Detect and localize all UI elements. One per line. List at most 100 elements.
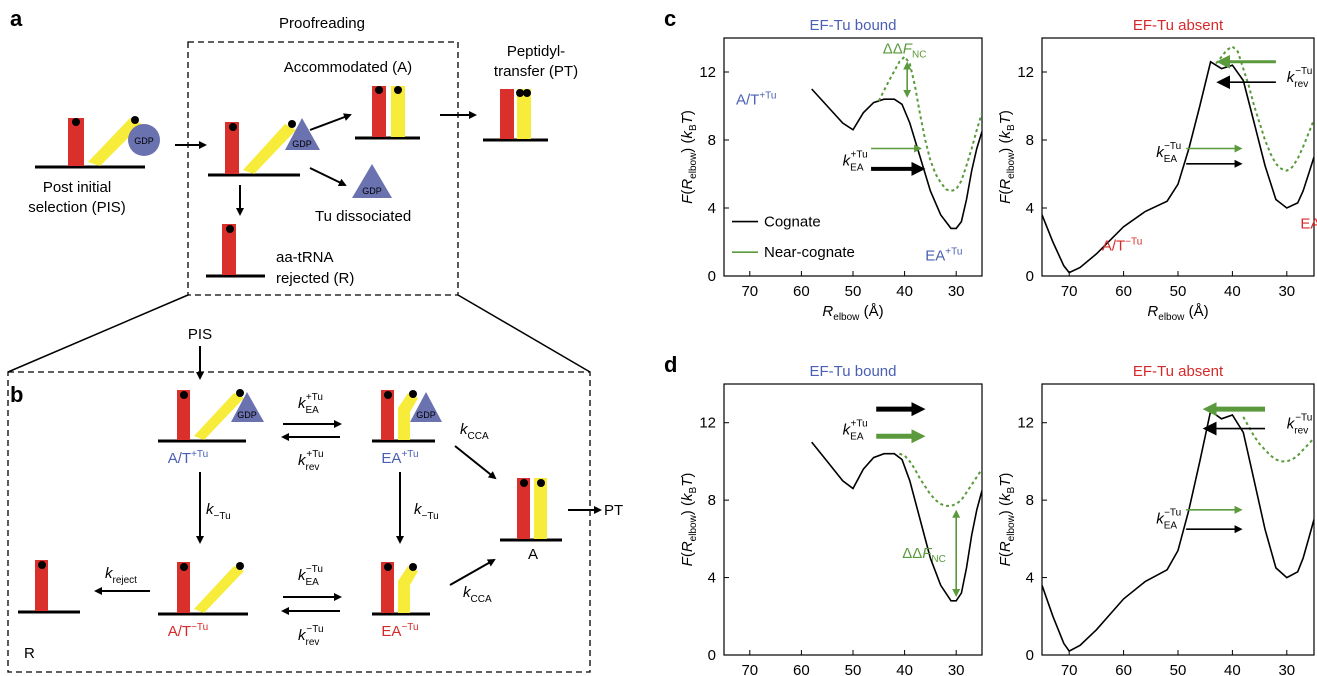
y-tick-label: 0	[1026, 647, 1034, 664]
label-ea-plus: EA+Tu	[925, 247, 962, 265]
y-tick-label: 8	[1026, 132, 1034, 149]
k-cca-lower-label: kCCA	[463, 584, 492, 605]
x-tick-label: 40	[896, 662, 913, 676]
plot-title: EF-Tu absent	[1133, 363, 1224, 380]
series-near-cognate	[877, 55, 982, 193]
k-ea-plus-label: kEA+Tu	[298, 392, 323, 416]
y-axis-label: F(Relbow) (kBT)	[679, 473, 699, 567]
y-axis-label: F(Relbow) (kBT)	[679, 110, 699, 204]
accommodated-label: Accommodated (A)	[284, 59, 412, 76]
arrow-to-accommodated	[309, 113, 352, 131]
rejected-label-line2: rejected (R)	[276, 270, 354, 287]
state-pt: PT	[604, 502, 623, 519]
series-cognate	[1042, 60, 1314, 274]
a-state-trna-icon	[500, 478, 562, 542]
x-tick-label: 50	[1170, 283, 1187, 300]
legend-cognate-label: Cognate	[764, 214, 821, 231]
x-tick-label: 70	[1061, 662, 1078, 676]
gdp-label: GDP	[416, 410, 436, 420]
y-tick-label: 4	[708, 570, 716, 587]
plot-frame	[1041, 37, 1315, 277]
x-tick-label: 40	[896, 283, 913, 300]
x-axis-label: Relbow (Å)	[822, 303, 883, 323]
x-tick-label: 70	[1061, 283, 1078, 300]
panel-letter-a: a	[10, 6, 23, 31]
state-r: R	[24, 645, 35, 662]
peptidyl-label-line2: transfer (PT)	[494, 63, 578, 80]
ddf-label: ΔΔFNC	[883, 40, 927, 60]
series-near-cognate	[1215, 45, 1314, 172]
x-tick-label: 40	[1224, 283, 1241, 300]
series-near-cognate	[1242, 416, 1314, 463]
gdp-label: GDP	[292, 139, 312, 149]
label-ea-minus: EA−Tu	[1300, 214, 1317, 232]
k-cca-upper-label: kCCA	[460, 421, 489, 442]
peptidyl-label-line1: Peptidyl-	[507, 43, 565, 60]
zoom-line-left	[7, 294, 189, 373]
plot-title: EF-Tu absent	[1133, 17, 1224, 34]
arrow-k-cca-lower	[449, 559, 496, 586]
y-tick-label: 12	[1017, 64, 1034, 81]
at-trna-icon: GDP	[208, 118, 320, 177]
y-tick-label: 12	[699, 415, 716, 432]
series-cognate	[811, 88, 982, 230]
rejected-trna-icon	[206, 224, 265, 278]
k-ea-minus-label: kEA−Tu	[298, 564, 323, 588]
y-tick-label: 8	[708, 492, 716, 509]
x-tick-label: 50	[845, 662, 862, 676]
k-rev-minus-label: krev−Tu	[1287, 413, 1313, 437]
k-ea-plus-label: kEA+Tu	[843, 418, 868, 442]
x-tick-label: 50	[845, 283, 862, 300]
at-minus-trna-icon	[158, 562, 248, 616]
x-tick-label: 30	[1278, 662, 1295, 676]
x-tick-label: 60	[1115, 662, 1132, 676]
series-cognate	[1042, 409, 1314, 653]
gdp-label: GDP	[362, 186, 382, 196]
arrow-to-tu-dissociated	[309, 167, 347, 186]
x-tick-label: 70	[741, 283, 758, 300]
state-at-minus: A/T−Tu	[168, 622, 208, 640]
state-a: A	[528, 546, 538, 563]
x-tick-label: 60	[793, 283, 810, 300]
pt-trna-icon	[483, 89, 548, 142]
ddf-label: ΔΔFNC	[902, 545, 946, 565]
x-tick-label: 60	[793, 662, 810, 676]
k-rev-plus-label: krev+Tu	[298, 449, 324, 473]
plot-c-right: 70 60 50 40 30 0 4 8 12 EF-Tu absent Relbow (Å) F(R…	[997, 17, 1317, 323]
x-axis-label: Relbow (Å)	[1147, 303, 1208, 323]
panel-b-box	[7, 371, 591, 673]
y-tick-label: 0	[708, 647, 716, 664]
y-axis-label: F(Relbow) (kBT)	[997, 110, 1017, 204]
plot-title: EF-Tu bound	[810, 363, 897, 380]
y-tick-label: 12	[699, 64, 716, 81]
series-cognate	[811, 441, 982, 602]
ea-plus-trna-icon: GDP	[372, 390, 442, 443]
proofreading-title: Proofreading	[279, 15, 365, 32]
legend-near-label: Near-cognate	[764, 244, 855, 261]
y-tick-label: 4	[708, 200, 716, 217]
x-tick-label: 30	[948, 662, 965, 676]
x-tick-label: 30	[948, 283, 965, 300]
tu-dissociated-label: Tu dissociated	[315, 208, 411, 225]
k-reject-label: kreject	[105, 565, 137, 586]
k-rev-minus-label: krev−Tu	[298, 624, 324, 648]
plot-frame	[1041, 383, 1315, 656]
k-ea-plus-label: kEA+Tu	[843, 150, 868, 174]
y-tick-label: 4	[1026, 570, 1034, 587]
accommodated-trna-icon	[355, 86, 420, 140]
tu-dissociated-icon: GDP	[352, 164, 392, 198]
zoom-line-right	[457, 294, 591, 373]
gdp-label: GDP	[237, 410, 257, 420]
panel-letter-c: c	[664, 6, 676, 31]
pis-label: PIS	[188, 326, 212, 343]
proofreading-box	[187, 41, 459, 296]
label-at-minus: A/T−Tu	[1102, 237, 1142, 255]
state-at-plus: A/T+Tu	[168, 449, 208, 467]
x-tick-label: 60	[1115, 283, 1132, 300]
rejected-label-line1: aa-tRNA	[276, 249, 334, 266]
panel-letter-b: b	[10, 382, 23, 407]
plot-title: EF-Tu bound	[810, 17, 897, 34]
